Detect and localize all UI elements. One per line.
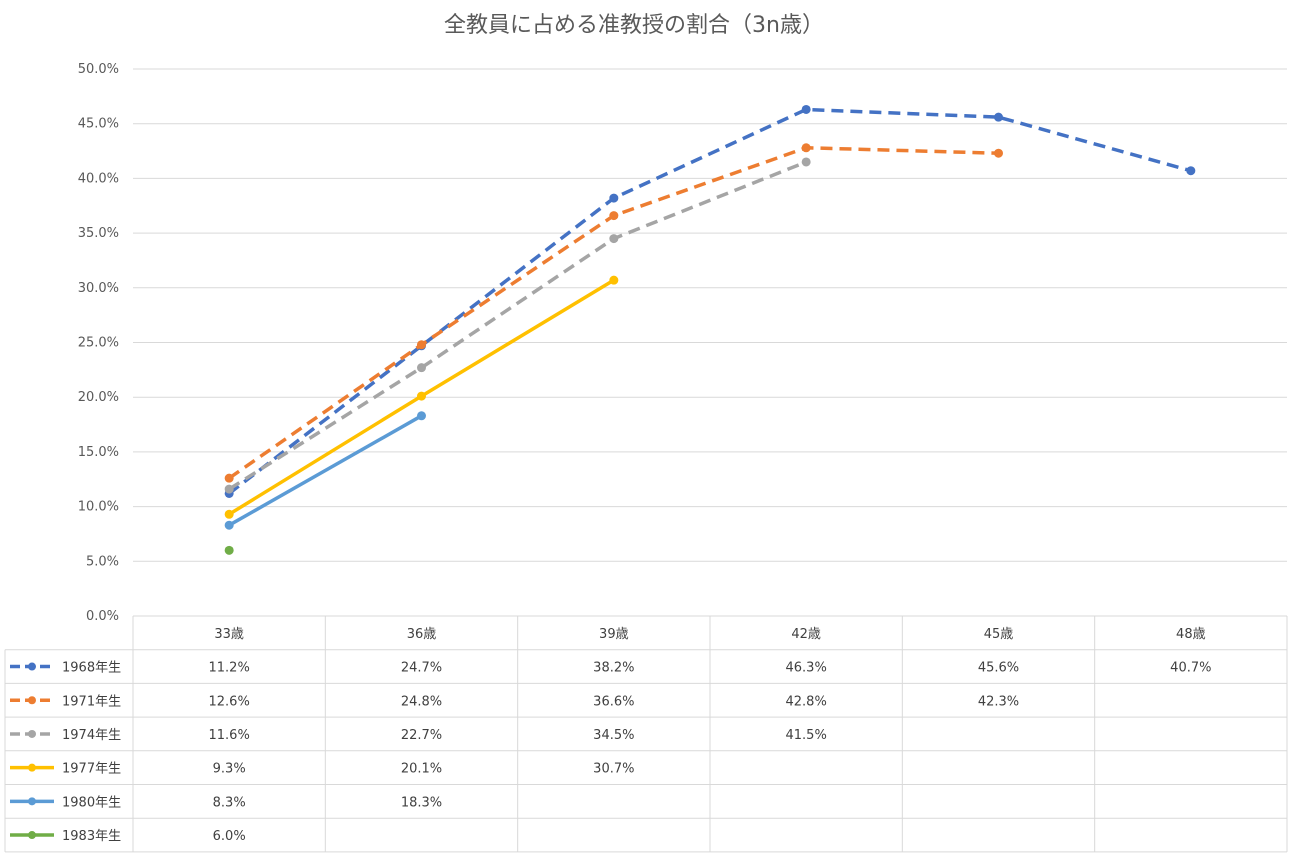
x-category-label: 45歳 — [984, 627, 1014, 642]
data-label: 8.3% — [213, 795, 246, 810]
data-label: 40.7% — [1170, 661, 1211, 676]
data-point — [801, 104, 811, 114]
data-point — [609, 211, 619, 221]
y-tick-label: 50.0% — [78, 62, 119, 77]
x-category-label: 48歳 — [1176, 627, 1206, 642]
legend-key-marker — [28, 831, 36, 840]
data-label: 42.8% — [786, 694, 827, 709]
data-point — [994, 112, 1003, 122]
legend-series-name: 1968年生 — [62, 661, 121, 676]
legend-series-name: 1971年生 — [62, 694, 121, 709]
series-line — [228, 107, 1192, 495]
data-label: 34.5% — [593, 728, 634, 743]
data-point — [994, 148, 1003, 158]
data-point — [417, 411, 426, 421]
y-tick-label: 10.0% — [78, 500, 119, 515]
y-tick-label: 20.0% — [78, 390, 119, 405]
y-tick-label: 40.0% — [78, 171, 119, 186]
data-label: 11.2% — [209, 661, 250, 676]
data-point — [417, 391, 426, 401]
data-label: 9.3% — [213, 762, 246, 777]
data-label: 6.0% — [213, 829, 246, 844]
legend-series-name: 1977年生 — [62, 762, 121, 777]
data-point — [1186, 166, 1196, 176]
data-point — [609, 275, 619, 285]
x-category-label: 36歳 — [407, 627, 437, 642]
data-point — [224, 484, 234, 494]
legend-series-name: 1980年生 — [62, 795, 121, 810]
data-label: 20.1% — [401, 762, 442, 777]
legend-key-marker — [28, 797, 36, 806]
y-tick-label: 35.0% — [78, 226, 119, 241]
data-label: 11.6% — [209, 728, 250, 743]
data-label: 45.6% — [978, 661, 1019, 676]
data-point — [801, 143, 811, 153]
data-point — [224, 545, 234, 555]
y-tick-label: 30.0% — [78, 281, 119, 296]
y-tick-label: 0.0% — [86, 609, 119, 624]
x-category-label: 33歳 — [214, 627, 244, 642]
data-point — [609, 193, 619, 203]
y-tick-label: 45.0% — [78, 117, 119, 132]
data-point — [801, 157, 811, 167]
y-tick-label: 25.0% — [78, 336, 119, 351]
legend-series-name: 1974年生 — [62, 728, 121, 743]
data-label: 22.7% — [401, 728, 442, 743]
x-category-label: 42歳 — [791, 627, 821, 642]
chart-title: 全教員に占める准教授の割合（3n歳） — [444, 13, 824, 38]
data-point — [224, 473, 234, 483]
legend-key-marker — [28, 729, 36, 738]
data-label: 30.7% — [593, 762, 634, 777]
data-label: 24.8% — [401, 694, 442, 709]
legend-key-marker — [28, 662, 36, 671]
series-line — [228, 160, 807, 491]
data-point — [417, 340, 426, 350]
data-label: 42.3% — [978, 694, 1019, 709]
data-point — [224, 520, 234, 530]
y-tick-label: 5.0% — [86, 554, 119, 569]
legend-key-marker — [28, 696, 36, 705]
data-label: 46.3% — [786, 661, 827, 676]
data-label: 24.7% — [401, 661, 442, 676]
data-label: 38.2% — [593, 661, 634, 676]
data-label: 41.5% — [786, 728, 827, 743]
y-tick-label: 15.0% — [78, 445, 119, 460]
data-point — [224, 509, 234, 519]
legend-series-name: 1983年生 — [62, 829, 121, 844]
data-label: 12.6% — [209, 694, 250, 709]
series-line — [228, 414, 423, 527]
data-label: 18.3% — [401, 795, 442, 810]
x-category-label: 39歳 — [599, 627, 629, 642]
data-point — [417, 363, 426, 373]
legend-key-marker — [28, 763, 36, 772]
data-label: 36.6% — [593, 694, 634, 709]
data-point — [609, 234, 619, 244]
